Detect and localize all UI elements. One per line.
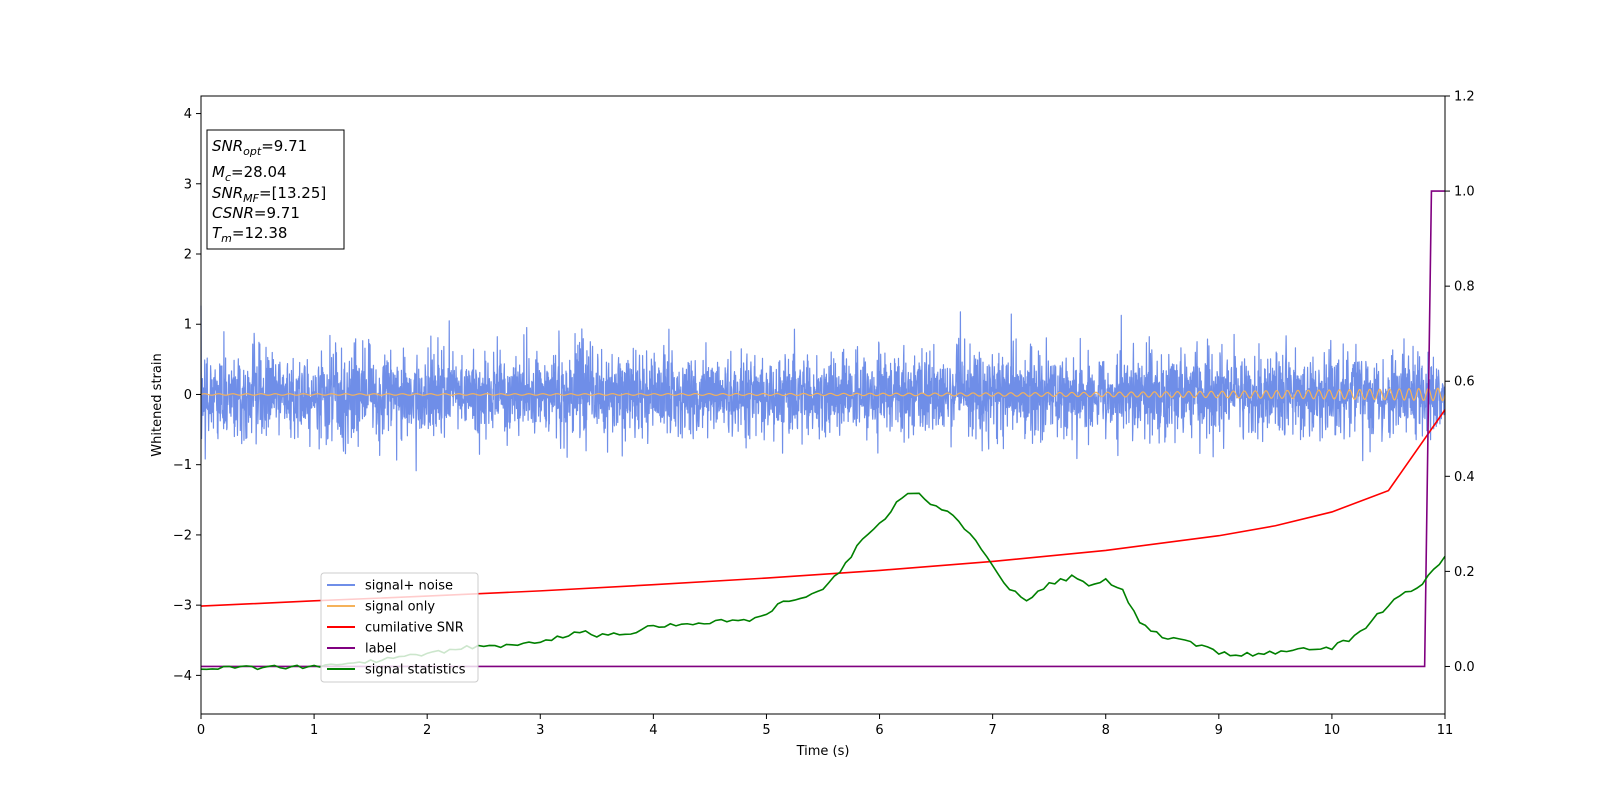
y-tick-label: −3 xyxy=(173,599,192,614)
y-tick-label: −4 xyxy=(173,669,192,684)
legend-label: signal+ noise xyxy=(365,579,453,594)
plot-frame xyxy=(200,95,1446,715)
x-tick-label: 10 xyxy=(1324,723,1341,738)
info-line: Mc=28.04 xyxy=(212,163,287,184)
info-box: SNRopt=9.71 Mc=28.04SNRMF=[13.25]CSNR=9.7… xyxy=(206,129,345,250)
y-tick-label: −2 xyxy=(173,528,192,543)
x-tick-label: 3 xyxy=(536,723,544,738)
y-tick-label: 4 xyxy=(184,107,192,122)
y-tick-label: 0 xyxy=(184,388,192,403)
x-tick-label: 8 xyxy=(1102,723,1110,738)
x-axis: 0 1 2 3 4 5 6 7 8 9 10 11 xyxy=(197,714,1453,738)
y2-tick-label: 1.2 xyxy=(1454,90,1475,105)
y-axis-right: 0.0 0.2 0.4 0.6 0.8 1.0 1.2 xyxy=(1445,90,1475,675)
y-tick-label: 2 xyxy=(184,248,192,263)
y-tick-label: 3 xyxy=(184,177,192,192)
x-tick-label: 9 xyxy=(1215,723,1223,738)
legend-label: signal statistics xyxy=(365,663,466,678)
legend-label: cumilative SNR xyxy=(365,621,464,636)
info-box-frame xyxy=(206,129,345,250)
legend-label: label xyxy=(365,642,396,657)
x-tick-label: 6 xyxy=(875,723,883,738)
y2-tick-label: 1.0 xyxy=(1454,185,1475,200)
x-axis-label: Time (s) xyxy=(796,744,850,759)
x-tick-label: 4 xyxy=(649,723,657,738)
y-axis-label: Whitened strain xyxy=(150,353,165,456)
x-tick-label: 1 xyxy=(310,723,318,738)
x-tick-label: 7 xyxy=(988,723,996,738)
series-label xyxy=(201,190,1445,668)
info-line: CSNR=9.71 xyxy=(212,204,300,222)
y-tick-label: −1 xyxy=(173,458,192,473)
x-tick-label: 0 xyxy=(197,723,205,738)
series-signal-only xyxy=(200,387,1446,402)
y2-tick-label: 0.4 xyxy=(1454,470,1475,485)
y-axis-left: −4 −3 −2 −1 0 1 2 3 4 xyxy=(173,107,201,684)
series-signal-noise xyxy=(200,305,1446,472)
info-line: SNRopt=9.71 xyxy=(212,137,307,158)
x-tick-label: 11 xyxy=(1437,723,1454,738)
legend-label: signal only xyxy=(365,600,435,615)
y2-tick-label: 0.8 xyxy=(1454,280,1475,295)
legend-frame xyxy=(320,572,479,683)
x-tick-label: 2 xyxy=(423,723,431,738)
y2-tick-label: 0.6 xyxy=(1454,375,1475,390)
legend: signal+ noise signal only cumilative SNR la… xyxy=(320,572,479,683)
y2-tick-label: 0.2 xyxy=(1454,565,1475,580)
x-tick-label: 5 xyxy=(762,723,770,738)
y2-tick-label: 0.0 xyxy=(1454,660,1475,675)
info-line: Tm=12.38 xyxy=(212,224,287,245)
info-line: SNRMF=[13.25] xyxy=(212,184,326,205)
y-tick-label: 1 xyxy=(184,318,192,333)
